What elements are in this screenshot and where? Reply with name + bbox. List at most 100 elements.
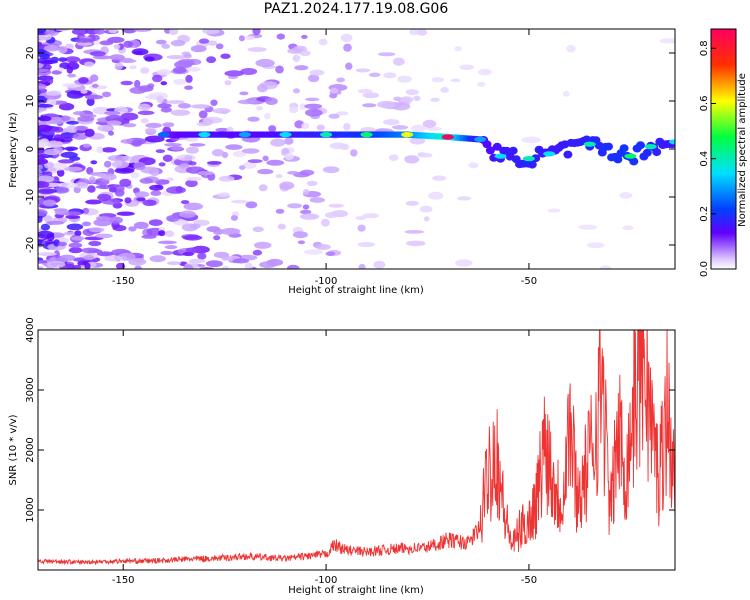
spectrogram-speckle	[619, 192, 633, 199]
snr-series-line	[38, 330, 675, 566]
spectrogram-speckle	[51, 70, 62, 75]
snr-xlabel: Height of straight line (km)	[288, 585, 424, 596]
spectrogram-speckle	[284, 153, 294, 160]
spectrogram-speckle	[383, 119, 400, 126]
spectrogram-speckle	[222, 265, 230, 269]
spectrogram-speckle	[93, 249, 103, 254]
spectrogram-xtick-label: -100	[315, 276, 338, 287]
spectrogram-speckle	[188, 258, 206, 264]
spectrogram-speckle	[75, 38, 93, 43]
spectrogram-speckle	[85, 94, 104, 100]
spectrogram-xtick-label: -50	[521, 276, 537, 287]
spectrogram-speckle	[450, 78, 461, 83]
spectrogram-speckle	[167, 261, 181, 266]
spectrogram-xtick-label: -150	[112, 276, 135, 287]
spectrogram-speckle	[38, 41, 43, 47]
spectrogram-speckle	[206, 161, 222, 165]
spectrogram-speckle	[38, 252, 57, 257]
spectrogram-speckle	[64, 56, 81, 63]
spectrogram-speckle	[343, 123, 351, 131]
spectrogram-speckle	[44, 148, 61, 156]
spectrogram-speckle	[287, 203, 303, 209]
spectrogram-speckle	[96, 251, 114, 257]
spectrogram-speckle	[357, 89, 373, 94]
spectrogram-speckle	[454, 46, 462, 52]
spectrogram-speckle	[101, 91, 112, 98]
spectrogram-speckle	[134, 191, 150, 198]
colorbar-tick-label: 0.4	[699, 151, 710, 167]
snr-ylabel: SNR (10 * v/v)	[8, 414, 19, 485]
spectrogram-speckle	[362, 92, 380, 99]
spectrogram-speckle	[383, 72, 397, 79]
spectrogram-speckle	[53, 208, 68, 212]
spectrogram-speckle	[144, 56, 155, 62]
spectrogram-speckle	[266, 159, 285, 166]
spectrogram-speckle	[238, 35, 245, 42]
spectrogram-speckle	[252, 29, 261, 36]
spectrogram-speckle	[202, 116, 223, 124]
spectrogram-speckle	[58, 57, 67, 62]
spectrogram-speckle	[301, 122, 310, 130]
spectrogram-ridge-peak	[474, 136, 487, 142]
spectrogram-speckle	[178, 163, 190, 169]
spectrogram-ridge-cell	[652, 148, 662, 157]
spectrogram-speckle	[563, 90, 570, 97]
spectrogram-speckle	[247, 159, 263, 164]
spectrogram-speckle	[292, 54, 301, 62]
spectrogram-speckle	[119, 178, 132, 187]
spectrogram-speckle	[75, 125, 89, 131]
spectrogram-speckle	[158, 230, 166, 237]
spectrogram-speckle	[144, 135, 165, 143]
spectrogram-speckle	[38, 124, 53, 133]
spectrogram-speckle	[300, 209, 312, 215]
spectrogram-speckle	[198, 38, 210, 44]
spectrogram-speckle	[140, 166, 159, 174]
snr-ytick-label: 3000	[25, 377, 36, 402]
spectrogram-speckle	[124, 197, 132, 204]
spectrogram-speckle	[405, 89, 419, 96]
colorbar-tick-label: 0.0	[699, 261, 710, 277]
spectrogram-speckle	[84, 128, 95, 137]
spectrogram-speckle	[107, 155, 127, 162]
spectrogram-speckle	[259, 261, 277, 269]
spectrogram-speckle	[357, 241, 376, 248]
spectrogram-speckle	[252, 249, 263, 256]
spectrogram-speckle	[38, 68, 50, 73]
spectrogram-speckle	[86, 97, 95, 107]
spectrogram-speckle	[405, 200, 419, 206]
spectrogram-speckle	[277, 223, 286, 230]
spectrogram-speckle	[128, 226, 137, 232]
spectrogram-frame	[37, 28, 676, 270]
spectrogram-ridge-peak	[543, 151, 556, 157]
spectrogram-speckle	[113, 44, 121, 50]
spectrogram-speckle	[362, 213, 380, 219]
spectrogram-speckle	[38, 175, 55, 183]
spectrogram-speckle	[85, 199, 102, 205]
spectrogram-speckle	[53, 134, 63, 142]
spectrogram-speckle	[38, 266, 44, 269]
spectrogram-speckle	[74, 230, 82, 237]
spectrogram-speckle	[215, 127, 230, 132]
spectrogram-speckle	[336, 77, 345, 83]
spectrogram-ridge-cell	[629, 157, 639, 166]
spectrogram-speckle	[38, 154, 46, 161]
spectrogram-speckle	[378, 52, 396, 57]
spectrogram-ridge-peak	[238, 132, 251, 138]
spectrogram-speckle	[185, 247, 202, 253]
spectrogram-speckle	[170, 39, 186, 47]
spectrogram-speckle	[166, 55, 187, 60]
spectrogram-speckle	[284, 137, 294, 145]
spectrogram-speckle	[93, 218, 112, 227]
spectrogram-speckle	[142, 199, 157, 206]
spectrogram-speckle	[422, 119, 437, 128]
spectrogram-speckle	[343, 43, 352, 52]
spectrogram-speckle	[53, 250, 61, 259]
spectrogram-speckle	[355, 68, 371, 73]
spectrogram-speckle	[134, 265, 142, 269]
spectrogram-speckle	[275, 174, 283, 179]
spectrogram-speckle	[419, 205, 433, 213]
spectrogram-speckle	[86, 167, 94, 175]
spectrogram-speckle	[83, 255, 94, 261]
spectrogram-speckle	[279, 181, 295, 190]
spectrogram-speckle	[457, 196, 472, 201]
